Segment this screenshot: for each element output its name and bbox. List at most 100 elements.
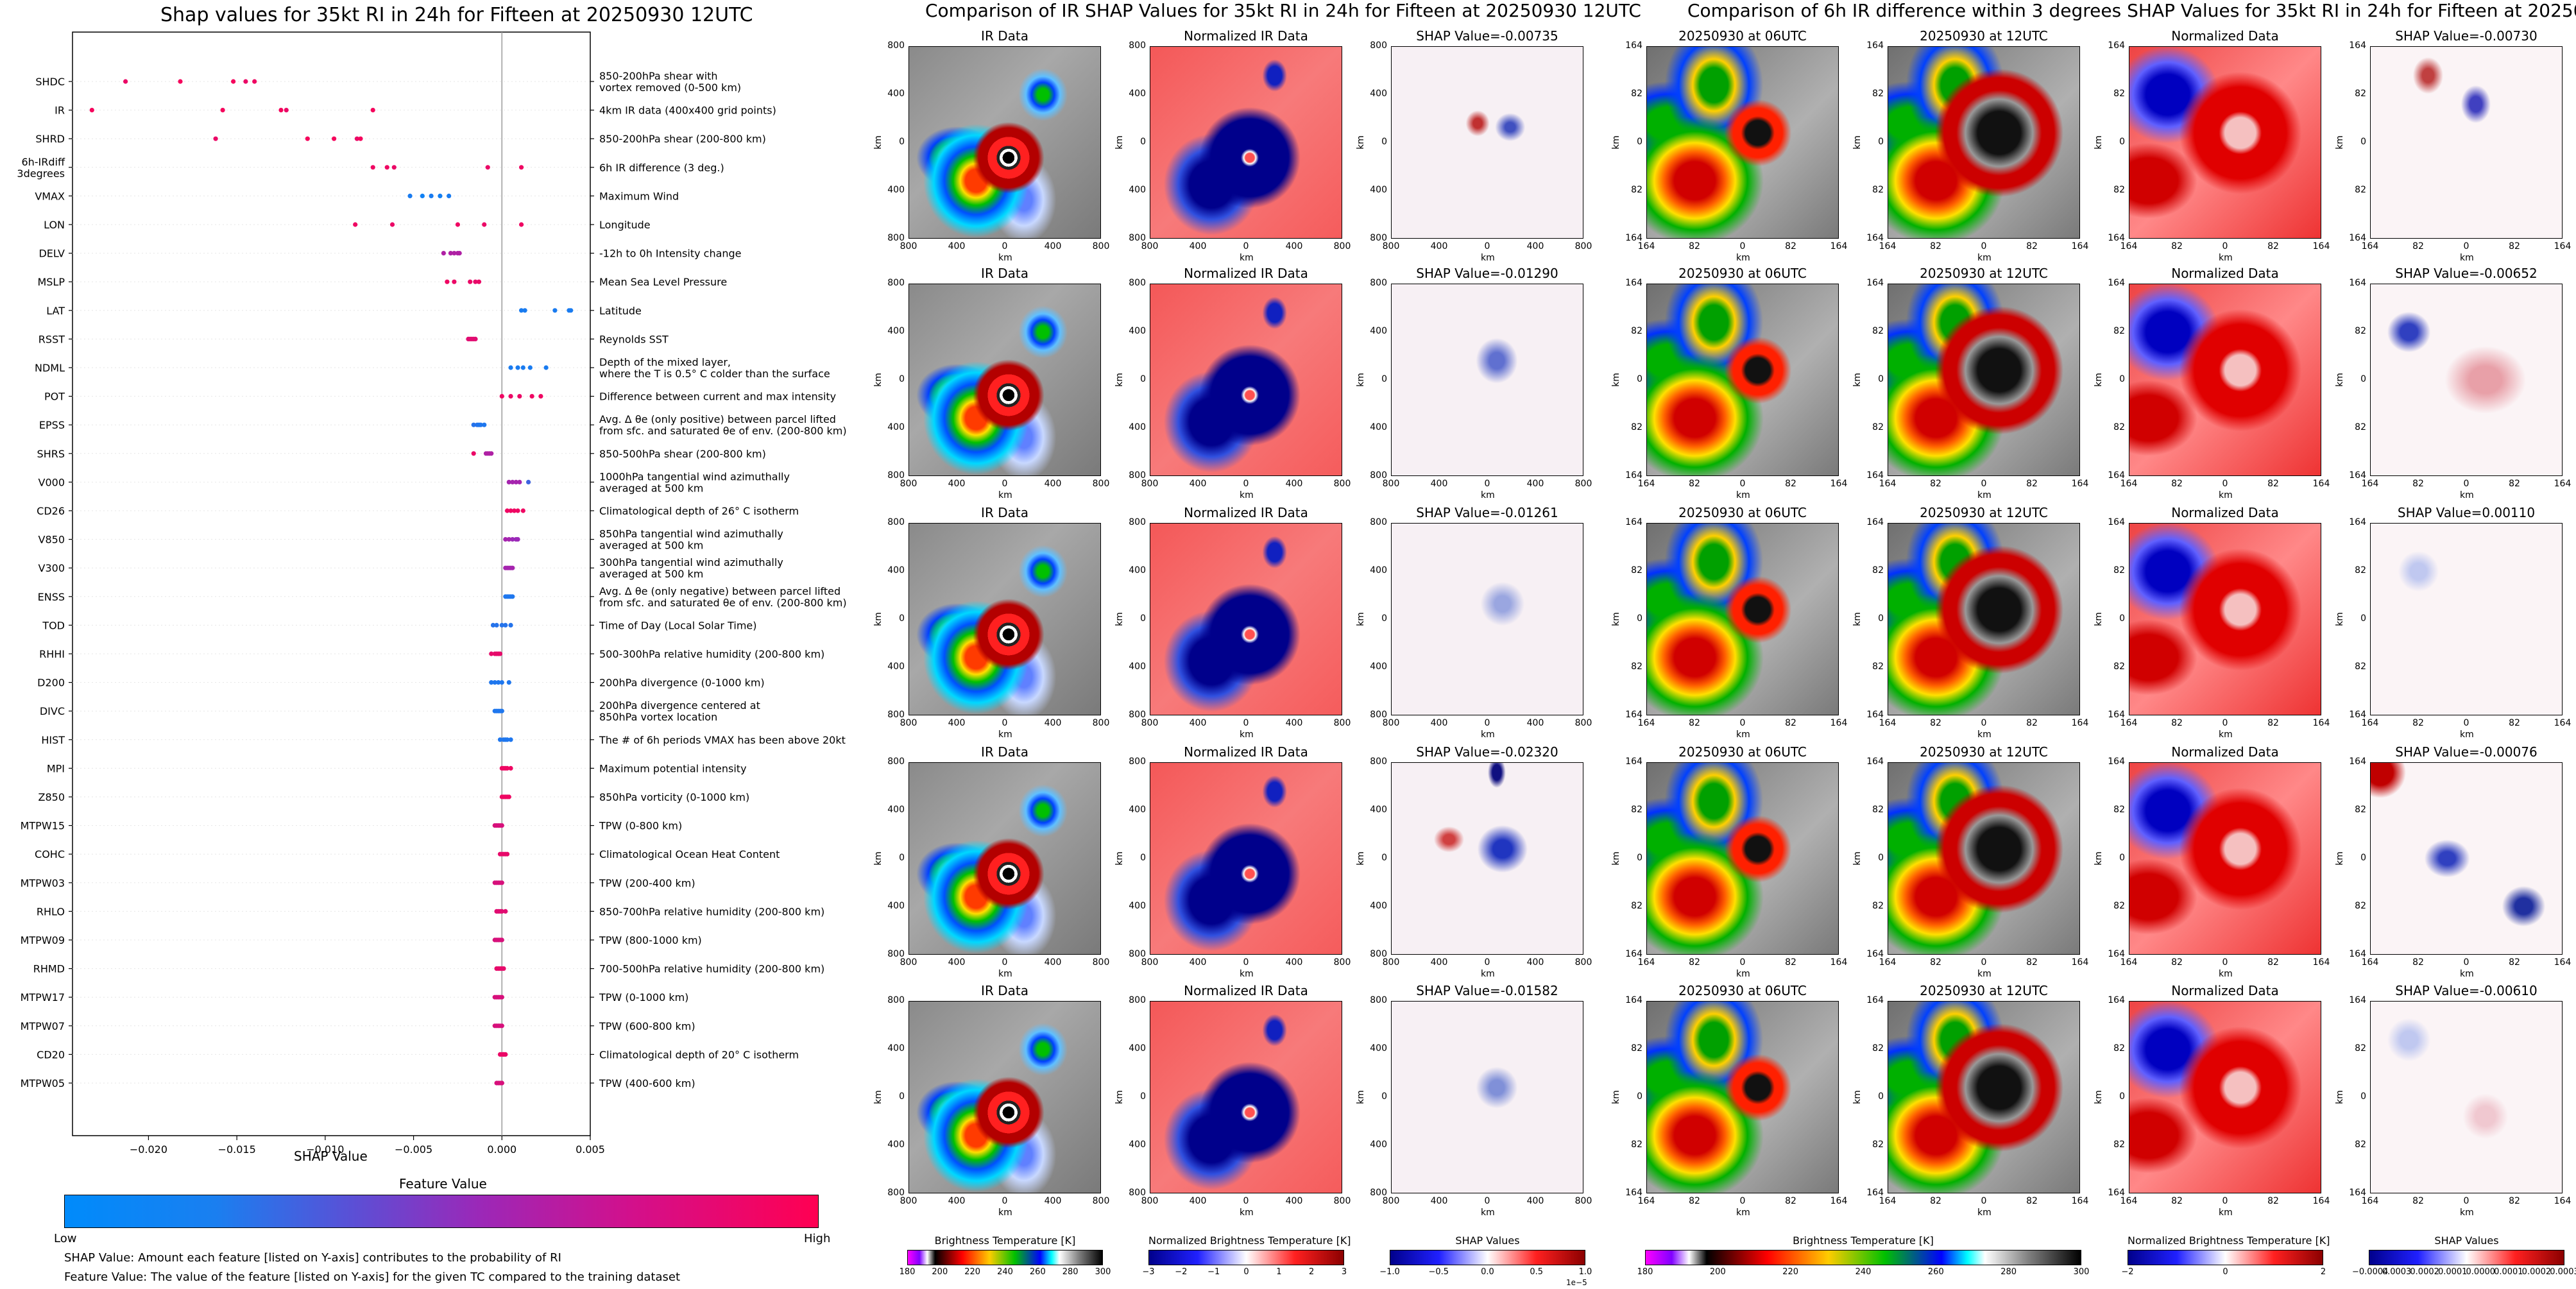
diff-xtick-label: 0 (2463, 718, 2469, 728)
feature-desc-label: Avg. Δ θe (only positive) between parcel… (599, 413, 836, 425)
ir-yaxis-unit: km (873, 135, 883, 149)
feature-desc-label: Depth of the mixed layer, (599, 356, 731, 368)
diff-xtick-label: 164 (1830, 479, 1848, 489)
diff-ytick-label: 0 (1637, 613, 1642, 624)
ir-xaxis-unit: km (1240, 730, 1254, 740)
colorbar-tick: 240 (997, 1267, 1013, 1277)
diff-yaxis-unit: km (1610, 135, 1621, 149)
ir-ytick-label: 400 (887, 89, 905, 99)
diff-xtick-label: 82 (1689, 241, 1700, 252)
ir-xtick-label: 800 (1333, 1196, 1351, 1206)
ir-xtick-label: 400 (1189, 718, 1207, 728)
ir-xtick-label: 800 (1333, 479, 1351, 489)
shap-point (503, 1052, 508, 1057)
diff-xtick-label: 82 (1930, 957, 1941, 968)
diff-xtick-label: 164 (2361, 241, 2379, 252)
feature-name-label: RSST (38, 333, 65, 345)
ir-ytick-label: 800 (1370, 278, 1387, 288)
diff-xtick-label: 0 (2463, 957, 2469, 968)
diff-yaxis-unit: km (1610, 612, 1621, 626)
feature-name-label: VMAX (35, 190, 65, 202)
ir-xaxis-unit: km (1481, 730, 1495, 740)
ir-xtick-label: 400 (948, 479, 966, 489)
colorbar-label: Brightness Temperature [K] (934, 1234, 1076, 1247)
colorbar-tick: 0.0001 (2494, 1267, 2523, 1277)
ir-xaxis-unit: km (1240, 490, 1254, 500)
diff-ytick-label: 164 (2108, 710, 2125, 720)
diff-ytick-label: 82 (1631, 662, 1642, 672)
shap-point (448, 251, 454, 256)
feature-desc-label: TPW (0-800 km) (599, 820, 682, 832)
ir-xtick-label: 0 (1484, 1196, 1490, 1206)
colorbar-tick: 220 (1782, 1267, 1799, 1277)
diff-ytick-label: 82 (2355, 901, 2366, 911)
middle-title: Comparison of IR SHAP Values for 35kt RI… (925, 0, 1641, 21)
feature-desc-label: from sfc. and saturated θe of env. (200-… (599, 425, 847, 437)
diff-xtick-label: 0 (2222, 479, 2228, 489)
diff-ytick-label: 164 (1866, 995, 1884, 1005)
ir-panel-title: SHAP Value=-0.01261 (1416, 505, 1558, 520)
colorbar-label: Normalized Brightness Temperature [K] (1148, 1234, 1351, 1247)
diff-ytick-label: 164 (1866, 470, 1884, 481)
feature-desc-label: Reynolds SST (599, 333, 669, 345)
ir-ytick-label: 800 (1129, 470, 1146, 481)
diff-panel-title: 20250930 at 06UTC (1678, 266, 1807, 281)
colorbar-label: Brightness Temperature [K] (1793, 1234, 1934, 1247)
diff-xtick-label: 82 (1689, 479, 1700, 489)
diff-image-panel (1646, 762, 1839, 955)
diff-ytick-label: 0 (1878, 853, 1884, 863)
feature-desc-label: TPW (0-1000 km) (599, 991, 688, 1003)
diff-xtick-label: 82 (1785, 957, 1796, 968)
feature-desc-label: Maximum Wind (599, 190, 679, 202)
ir-ytick-label: 0 (899, 374, 905, 384)
ir-ytick-label: 400 (1129, 805, 1146, 815)
diff-image-panel (1888, 523, 2080, 715)
ir-xtick-label: 800 (1092, 1196, 1110, 1206)
diff-image-panel (1646, 284, 1839, 476)
ir-ytick-label: 800 (1370, 756, 1387, 767)
colorbar-tick: 0.0000 (2466, 1267, 2496, 1277)
colorbar-tick: 2 (2320, 1267, 2326, 1277)
diff-xtick-label: 0 (1739, 241, 1746, 252)
diff-ytick-label: 164 (2349, 710, 2366, 720)
diff-ytick-label: 82 (2113, 89, 2125, 99)
diff-ytick-label: 82 (2113, 901, 2125, 911)
diff-xaxis-unit: km (2219, 730, 2233, 740)
shap-xlabel: SHAP Value (294, 1148, 368, 1164)
shap-point (252, 79, 257, 84)
ir-ytick-label: 800 (887, 233, 905, 243)
diff-ytick-label: 82 (2355, 1140, 2366, 1150)
colorbar-tick: 220 (964, 1267, 981, 1277)
diff-xtick-label: 82 (2412, 1196, 2424, 1206)
diff-xtick-label: 164 (2071, 1196, 2089, 1206)
ir-xtick-label: 800 (900, 479, 917, 489)
ir-yaxis-unit: km (873, 851, 883, 866)
ir-xtick-label: 800 (1382, 241, 1400, 252)
feature-desc-label: 850hPa vortex location (599, 711, 717, 723)
ir-image-panel (1391, 1001, 1583, 1193)
shap-point (518, 165, 524, 170)
colorbar (907, 1250, 1103, 1265)
shap-point (305, 136, 310, 141)
diff-ytick-label: 0 (2119, 137, 2125, 147)
feature-value-title: Feature Value (399, 1176, 487, 1191)
ir-ytick-label: 400 (1129, 1043, 1146, 1054)
diff-panel-title: 20250930 at 12UTC (1920, 266, 2048, 281)
ir-ytick-label: 0 (899, 853, 905, 863)
shap-point (543, 365, 549, 370)
diff-xtick-label: 164 (2071, 241, 2089, 252)
shap-point (482, 422, 487, 427)
ir-xtick-label: 400 (1189, 957, 1207, 968)
diff-ytick-label: 82 (2113, 422, 2125, 432)
feature-name-label: CD20 (37, 1048, 65, 1061)
footnote-shap: SHAP Value: Amount each feature [listed … (64, 1251, 561, 1265)
diff-ytick-label: 0 (2119, 1091, 2125, 1102)
diff-ytick-label: 0 (2360, 613, 2366, 624)
diff-ytick-label: 164 (2349, 40, 2366, 51)
diff-ytick-label: 164 (1625, 517, 1642, 527)
diff-xtick-label: 82 (2412, 479, 2424, 489)
diff-xtick-label: 82 (2267, 241, 2279, 252)
colorbar-tick: 260 (1029, 1267, 1046, 1277)
ir-panel-title: SHAP Value=-0.01290 (1416, 266, 1558, 281)
ir-xtick-label: 800 (900, 1196, 917, 1206)
